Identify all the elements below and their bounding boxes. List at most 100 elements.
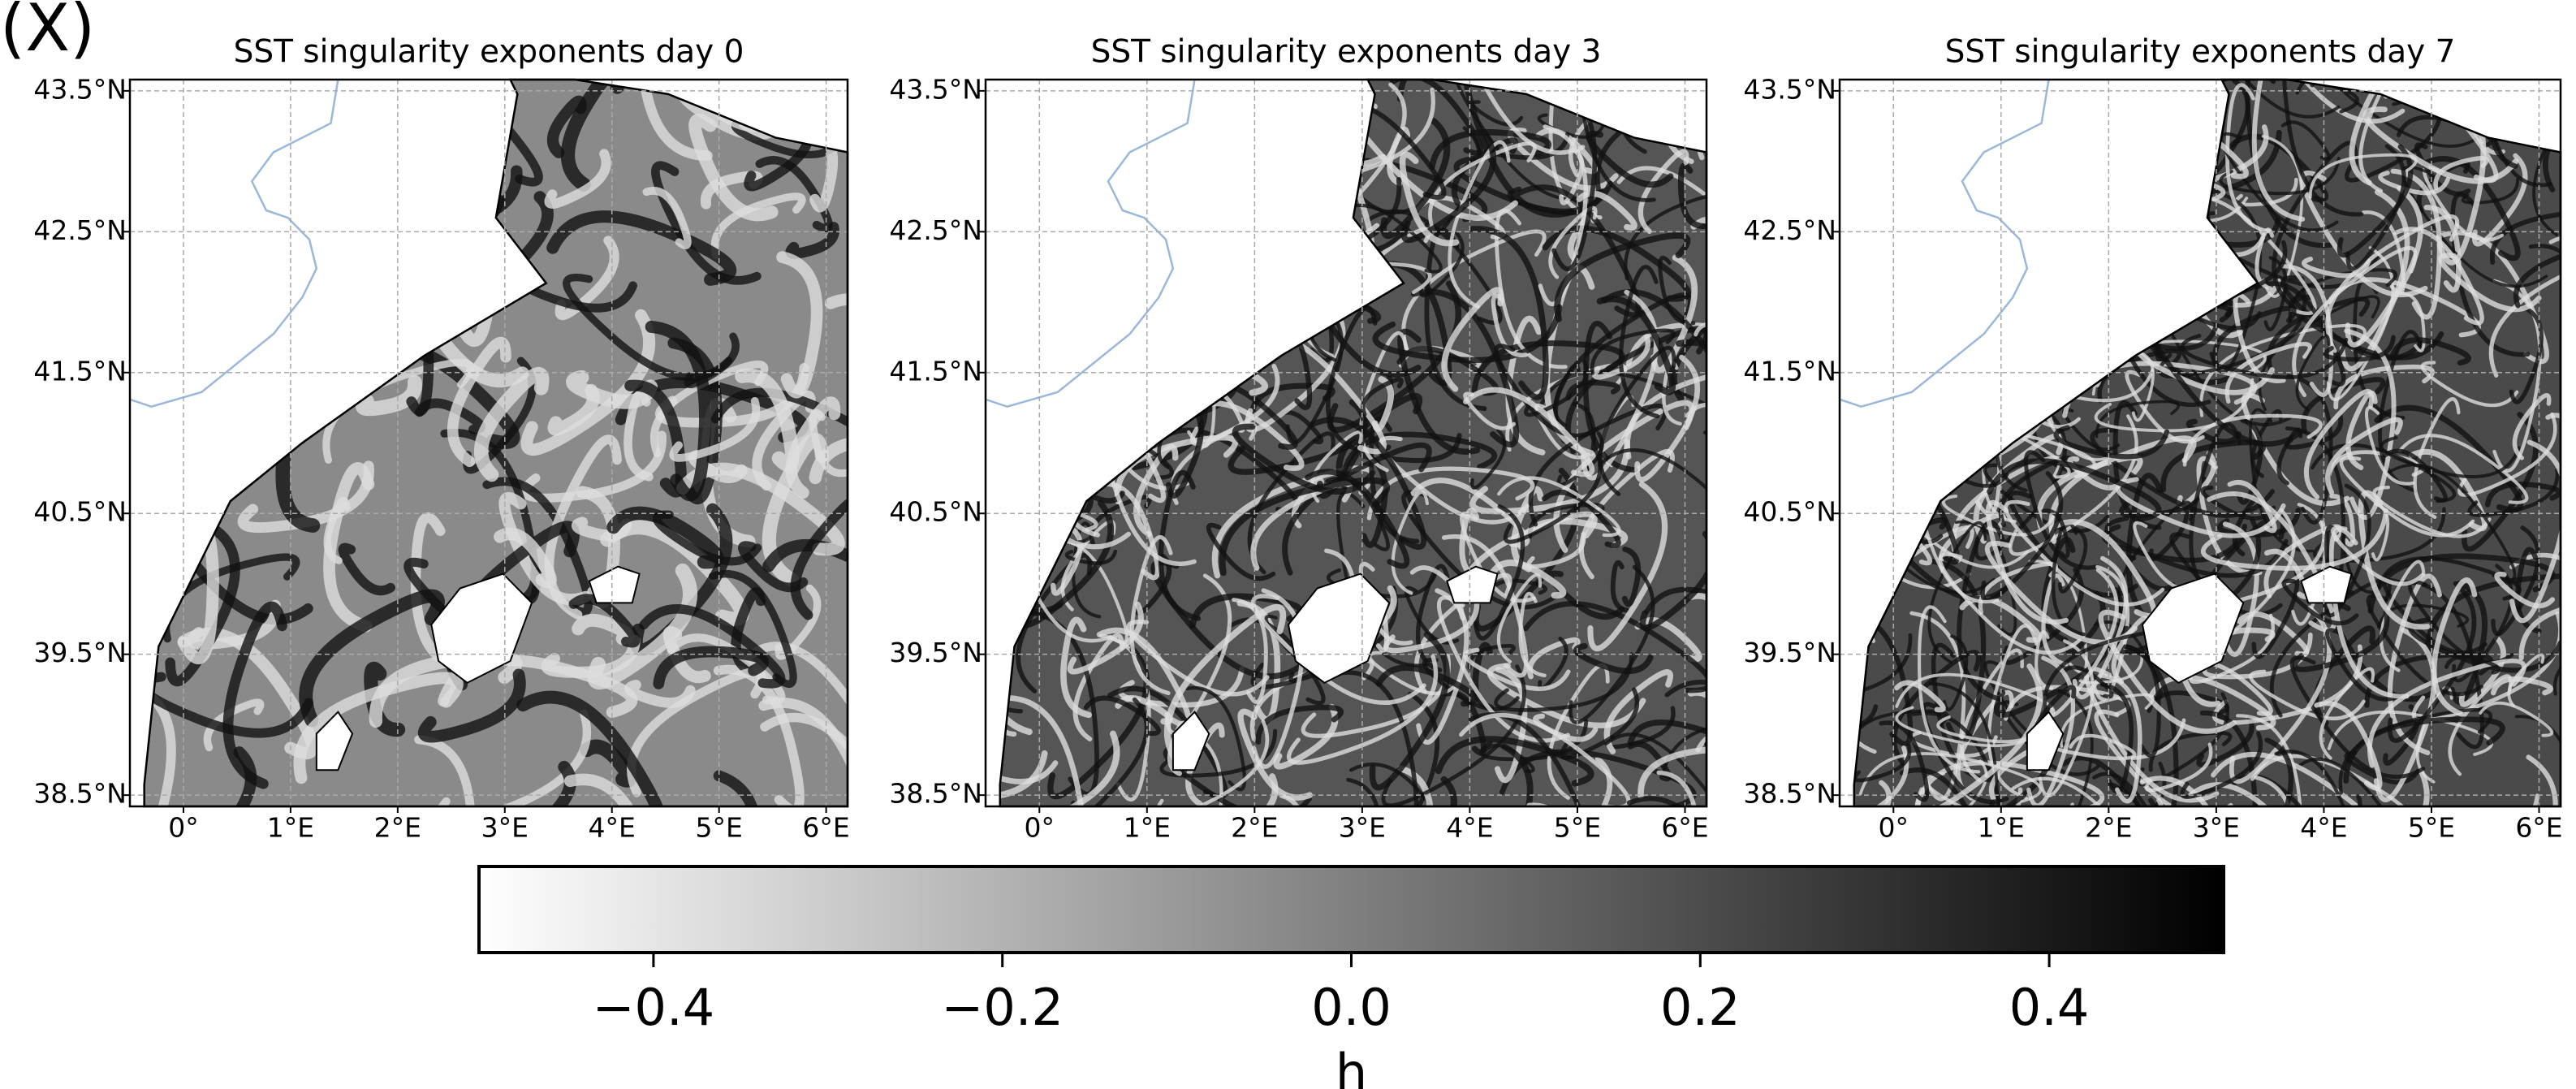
eddy: [1307, 80, 1361, 154]
colorbar-tick-label: 0.2: [1660, 978, 1741, 1037]
eddy: [1401, 229, 1547, 356]
eddy: [2397, 580, 2485, 750]
eddy: [2200, 508, 2388, 571]
eddy: [1229, 96, 1266, 231]
eddy: [1012, 390, 1064, 523]
y-tick-label: 39.5°N: [33, 637, 127, 668]
eddy: [2041, 508, 2070, 559]
eddy: [2345, 185, 2423, 348]
eddy: [387, 194, 505, 233]
eddy: [1129, 535, 1173, 696]
eddy: [1335, 392, 1423, 490]
eddy: [1914, 663, 2043, 806]
eddy: [1952, 214, 2016, 244]
eddy: [2524, 80, 2561, 102]
eddy: [1523, 601, 1707, 694]
eddy: [1012, 274, 1209, 346]
eddy: [2513, 249, 2561, 309]
eddy: [2229, 133, 2329, 203]
eddy: [1066, 386, 1092, 450]
eddy: [1598, 448, 1707, 541]
eddy: [2343, 716, 2505, 784]
eddy: [1083, 695, 1161, 737]
eddy: [144, 221, 225, 302]
eddy: [2325, 628, 2402, 702]
eddy: [1366, 466, 1535, 521]
y-tick-label: 43.5°N: [1743, 73, 1836, 105]
eddy: [1974, 412, 2068, 561]
eddy: [1049, 261, 1101, 352]
eddy: [999, 202, 1141, 257]
eddy: [1899, 397, 2003, 427]
eddy: [2281, 578, 2359, 626]
eddy: [1620, 80, 1680, 93]
colorbar-tick-label: 0.0: [1311, 978, 1392, 1037]
eddy: [1392, 765, 1434, 806]
eddy: [642, 187, 692, 250]
eddy: [709, 570, 797, 688]
eddy: [2181, 334, 2349, 379]
eddy: [1685, 402, 1707, 449]
eddy: [1192, 119, 1262, 142]
eddy: [2509, 305, 2544, 404]
eddy: [2133, 80, 2219, 159]
eddy: [393, 102, 463, 301]
eddy: [1687, 689, 1707, 760]
x-tick-label: 5°E: [695, 812, 742, 844]
eddy: [568, 594, 641, 648]
eddy: [1853, 400, 1866, 460]
eddy: [1209, 202, 1284, 231]
eddy: [1918, 605, 1981, 774]
eddy: [1061, 103, 1128, 275]
eddy: [2004, 499, 2165, 607]
eddy: [2098, 609, 2237, 734]
eddy: [2302, 256, 2371, 279]
eddy: [217, 362, 245, 445]
eddy: [2068, 80, 2119, 171]
eddy: [1237, 708, 1313, 801]
eddy: [2378, 330, 2423, 494]
eddy: [1929, 682, 2000, 806]
eddy: [2285, 414, 2344, 450]
island: [2300, 565, 2353, 604]
eddy: [809, 408, 848, 478]
eddy: [2096, 186, 2132, 260]
eddy: [1369, 631, 1450, 791]
eddy: [667, 633, 786, 705]
eddy: [293, 672, 464, 784]
eddy: [1111, 280, 1236, 330]
eddy: [1985, 499, 2069, 624]
eddy: [473, 366, 550, 482]
eddy: [1192, 238, 1262, 284]
eddy: [2041, 689, 2094, 806]
eddy: [1853, 277, 1901, 367]
eddy: [1463, 391, 1517, 430]
eddy: [1163, 745, 1312, 806]
eddy: [2119, 644, 2161, 758]
eddy: [1232, 423, 1376, 495]
eddy: [1853, 380, 1964, 478]
eddy: [2431, 577, 2478, 717]
eddy: [1216, 184, 1264, 238]
eddy: [1853, 80, 1923, 175]
eddy: [1853, 633, 1913, 702]
eddy: [1639, 530, 1707, 631]
eddy: [1894, 680, 1946, 713]
eddy: [1470, 100, 1524, 127]
eddy: [2026, 280, 2112, 344]
eddy: [1155, 192, 1192, 313]
eddy: [1255, 704, 1344, 745]
eddy: [2110, 119, 2216, 235]
eddy: [1957, 520, 2005, 702]
eddy: [2202, 632, 2313, 680]
eddy: [1590, 328, 1676, 375]
eddy: [2444, 655, 2501, 675]
eddy: [2134, 88, 2213, 261]
eddy: [1287, 654, 1439, 765]
eddy: [1489, 560, 1567, 599]
eddy: [1098, 205, 1241, 309]
eddy: [1626, 796, 1707, 806]
eddy: [1983, 463, 2109, 534]
eddy: [684, 332, 740, 388]
eddy: [2131, 350, 2155, 422]
